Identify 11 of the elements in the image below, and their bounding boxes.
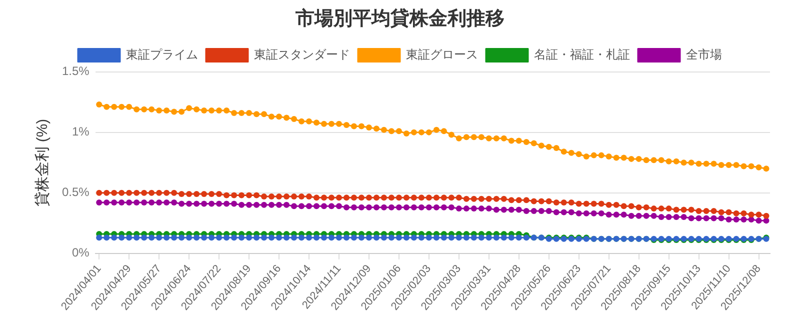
y-tick-label: 1% — [72, 124, 90, 139]
legend-label: 東証グロース — [406, 48, 478, 62]
legend-label: 全市場 — [686, 48, 722, 62]
y-axis-title: 貸株金利 (%) — [34, 118, 52, 206]
legend-label: 東証プライム — [126, 48, 198, 62]
y-tick-label: 0% — [72, 246, 90, 260]
legend-label: 東証スタンダード — [254, 48, 350, 62]
chart-title: 市場別平均貸株金利推移 — [294, 8, 504, 30]
y-tick-label: 0.5% — [62, 185, 90, 200]
legend-label: 名証・福証・札証 — [534, 48, 630, 62]
y-tick-label: 1.5% — [62, 64, 90, 78]
